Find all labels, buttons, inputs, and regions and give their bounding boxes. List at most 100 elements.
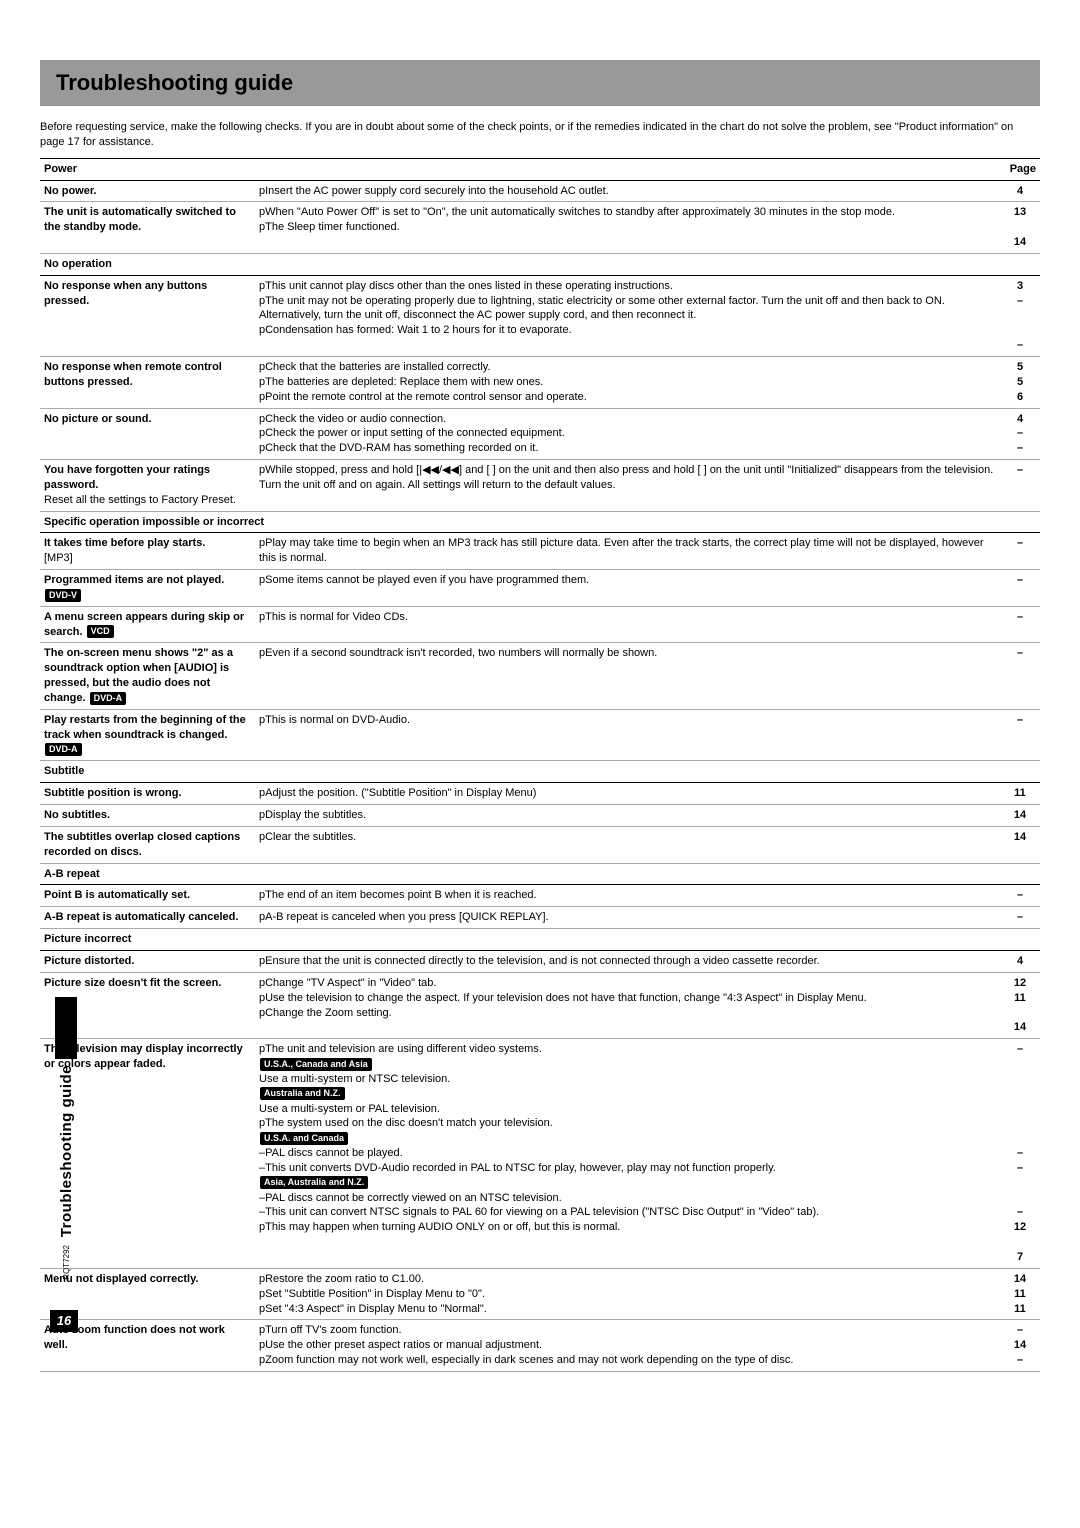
- page-ref-cell: –: [1000, 643, 1040, 709]
- section-header: No operation: [40, 253, 1040, 275]
- section-header-label: No operation: [40, 253, 1000, 275]
- page-ref-cell: –14–: [1000, 1320, 1040, 1372]
- issue-cell: No response when any buttons pressed.: [40, 275, 255, 356]
- remedy-cell: pEnsure that the unit is connected direc…: [255, 950, 1000, 972]
- section-header: Picture incorrect: [40, 929, 1040, 951]
- page-column-header: Page: [1000, 158, 1040, 180]
- troubleshooting-table: PowerPageNo power.pInsert the AC power s…: [40, 158, 1040, 1372]
- remedy-cell: pClear the subtitles.: [255, 826, 1000, 863]
- issue-cell: Subtitle position is wrong.: [40, 783, 255, 805]
- remedy-cell: pThe unit and television are using diffe…: [255, 1039, 1000, 1269]
- section-header-label: Specific operation impossible or incorre…: [40, 511, 1000, 533]
- page-ref-cell: 4––: [1000, 408, 1040, 460]
- section-header: PowerPage: [40, 158, 1040, 180]
- table-row: No power.pInsert the AC power supply cor…: [40, 180, 1040, 202]
- remedy-cell: pAdjust the position. ("Subtitle Positio…: [255, 783, 1000, 805]
- table-row: The subtitles overlap closed captions re…: [40, 826, 1040, 863]
- remedy-cell: pWhen "Auto Power Off" is set to "On", t…: [255, 202, 1000, 254]
- intro-text: Before requesting service, make the foll…: [40, 120, 1040, 150]
- page-ref-cell: 1314: [1000, 202, 1040, 254]
- remedy-cell: pTurn off TV's zoom function.pUse the ot…: [255, 1320, 1000, 1372]
- section-header: A-B repeat: [40, 863, 1040, 885]
- remedy-cell: pChange "TV Aspect" in "Video" tab.pUse …: [255, 972, 1000, 1038]
- page-title: Troubleshooting guide: [56, 70, 1024, 96]
- remedy-cell: pThis is normal on DVD-Audio.: [255, 709, 1000, 761]
- issue-cell: The unit is automatically switched to th…: [40, 202, 255, 254]
- doc-code: RQT7292: [62, 1245, 71, 1280]
- page-ref-cell: –: [1000, 606, 1040, 643]
- table-row: No picture or sound.pCheck the video or …: [40, 408, 1040, 460]
- issue-cell: No response when remote control buttons …: [40, 356, 255, 408]
- section-header: Subtitle: [40, 761, 1040, 783]
- table-row: A menu screen appears during skip or sea…: [40, 606, 1040, 643]
- page-ref-cell: 14: [1000, 805, 1040, 827]
- section-header: Specific operation impossible or incorre…: [40, 511, 1040, 533]
- remedy-cell: pA-B repeat is canceled when you press […: [255, 907, 1000, 929]
- side-tab: Troubleshooting guide RQT7292: [54, 940, 78, 1280]
- issue-cell: Point B is automatically set.: [40, 885, 255, 907]
- table-row: The on-screen menu shows "2" as a soundt…: [40, 643, 1040, 709]
- issue-cell: Play restarts from the beginning of the …: [40, 709, 255, 761]
- table-row: Point B is automatically set.pThe end of…: [40, 885, 1040, 907]
- table-row: Programmed items are not played. DVD-VpS…: [40, 570, 1040, 607]
- remedy-cell: pWhile stopped, press and hold [|◀◀/◀◀] …: [255, 460, 1000, 512]
- section-header-label: A-B repeat: [40, 863, 1000, 885]
- page-ref-cell: 556: [1000, 356, 1040, 408]
- remedy-cell: pThis is normal for Video CDs.: [255, 606, 1000, 643]
- issue-cell: No power.: [40, 180, 255, 202]
- table-row: No response when any buttons pressed.pTh…: [40, 275, 1040, 356]
- table-row: You have forgotten your ratings password…: [40, 460, 1040, 512]
- page-ref-cell: 14: [1000, 826, 1040, 863]
- issue-cell: Programmed items are not played. DVD-V: [40, 570, 255, 607]
- page-ref-cell: 4: [1000, 180, 1040, 202]
- table-row: The unit is automatically switched to th…: [40, 202, 1040, 254]
- page-ref-cell: 4: [1000, 950, 1040, 972]
- side-tab-marker: [55, 997, 77, 1059]
- page-number: 16: [50, 1310, 78, 1332]
- page-ref-cell: 11: [1000, 783, 1040, 805]
- remedy-cell: pRestore the zoom ratio to C1.00.pSet "S…: [255, 1268, 1000, 1320]
- issue-cell: The subtitles overlap closed captions re…: [40, 826, 255, 863]
- table-row: No response when remote control buttons …: [40, 356, 1040, 408]
- remedy-cell: pThis unit cannot play discs other than …: [255, 275, 1000, 356]
- table-row: Picture distorted.pEnsure that the unit …: [40, 950, 1040, 972]
- table-row: A-B repeat is automatically canceled.pA-…: [40, 907, 1040, 929]
- table-row: It takes time before play starts.[MP3]pP…: [40, 533, 1040, 570]
- table-row: Play restarts from the beginning of the …: [40, 709, 1040, 761]
- remedy-cell: pCheck the video or audio connection.pCh…: [255, 408, 1000, 460]
- remedy-cell: pPlay may take time to begin when an MP3…: [255, 533, 1000, 570]
- section-header-label: Subtitle: [40, 761, 1000, 783]
- remedy-cell: pInsert the AC power supply cord securel…: [255, 180, 1000, 202]
- table-row: The television may display incorrectly o…: [40, 1039, 1040, 1269]
- table-row: Auto zoom function does not work well.pT…: [40, 1320, 1040, 1372]
- title-bar: Troubleshooting guide: [40, 60, 1040, 106]
- section-header-label: Picture incorrect: [40, 929, 1000, 951]
- page-ref-cell: –: [1000, 533, 1040, 570]
- page-ref-cell: ––––127: [1000, 1039, 1040, 1269]
- page-ref-cell: –: [1000, 709, 1040, 761]
- table-row: Subtitle position is wrong.pAdjust the p…: [40, 783, 1040, 805]
- table-row: Menu not displayed correctly.pRestore th…: [40, 1268, 1040, 1320]
- section-header-label: Power: [40, 158, 1000, 180]
- issue-cell: No subtitles.: [40, 805, 255, 827]
- page-ref-cell: 121114: [1000, 972, 1040, 1038]
- issue-cell: No picture or sound.: [40, 408, 255, 460]
- remedy-cell: pSome items cannot be played even if you…: [255, 570, 1000, 607]
- table-row: Picture size doesn't fit the screen.pCha…: [40, 972, 1040, 1038]
- remedy-cell: pCheck that the batteries are installed …: [255, 356, 1000, 408]
- page-ref-cell: –: [1000, 570, 1040, 607]
- table-row: No subtitles.pDisplay the subtitles.14: [40, 805, 1040, 827]
- page-ref-cell: –: [1000, 460, 1040, 512]
- issue-cell: It takes time before play starts.[MP3]: [40, 533, 255, 570]
- issue-cell: A-B repeat is automatically canceled.: [40, 907, 255, 929]
- remedy-cell: pDisplay the subtitles.: [255, 805, 1000, 827]
- side-tab-label: Troubleshooting guide: [58, 1065, 75, 1237]
- page-ref-cell: 3––: [1000, 275, 1040, 356]
- issue-cell: The on-screen menu shows "2" as a soundt…: [40, 643, 255, 709]
- issue-cell: You have forgotten your ratings password…: [40, 460, 255, 512]
- page-ref-cell: –: [1000, 907, 1040, 929]
- issue-cell: A menu screen appears during skip or sea…: [40, 606, 255, 643]
- page-ref-cell: 141111: [1000, 1268, 1040, 1320]
- remedy-cell: pEven if a second soundtrack isn't recor…: [255, 643, 1000, 709]
- page-ref-cell: –: [1000, 885, 1040, 907]
